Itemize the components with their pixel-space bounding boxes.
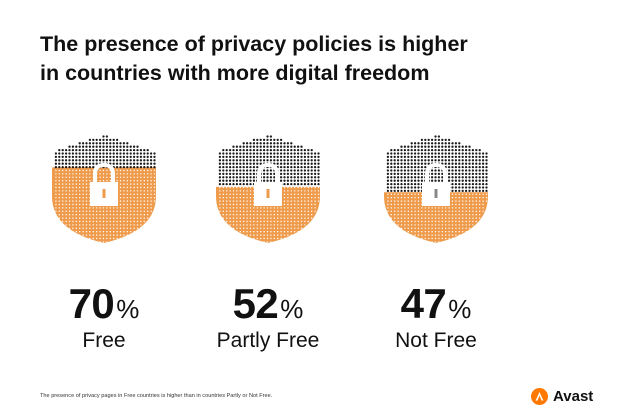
lock-icon	[254, 162, 282, 206]
shield-lock-icon	[52, 135, 156, 243]
brand-name: Avast	[553, 387, 594, 405]
percentage-value: 70%	[34, 280, 174, 328]
percentage-unit: %	[448, 294, 472, 324]
chart-title: The presence of privacy policies is high…	[40, 30, 580, 88]
shield-lock-icon	[216, 135, 320, 243]
percentage-unit: %	[116, 294, 140, 324]
category-label: Partly Free	[216, 329, 320, 352]
lock-icon	[90, 162, 118, 206]
panel-partly-free: 52% Partly Free	[198, 130, 338, 360]
chart-title-line-1: The presence of privacy policies is high…	[40, 32, 468, 56]
percentage-number: 47	[400, 280, 447, 327]
percentage-number: 70	[68, 280, 115, 327]
footnote: The presence of privacy pages in Free co…	[40, 393, 273, 399]
dot-grid	[54, 135, 156, 243]
shield-lock-icon	[384, 135, 488, 243]
percentage-value: 47%	[366, 280, 506, 328]
category-label: Free	[82, 329, 126, 352]
percentage-number: 52	[232, 280, 279, 327]
avast-logo-icon	[531, 387, 548, 405]
panel-free: 70% Free	[34, 130, 174, 360]
brand-logo: Avast	[531, 385, 593, 407]
panel-not-free: 47% Not Free	[366, 130, 506, 360]
chart-title-line-2: in countries with more digital freedom	[40, 61, 430, 85]
category-label: Not Free	[395, 329, 477, 352]
percentage-unit: %	[280, 294, 304, 324]
percentage-value: 52%	[198, 280, 338, 328]
dot-grid	[218, 135, 320, 243]
lock-icon	[422, 162, 450, 206]
